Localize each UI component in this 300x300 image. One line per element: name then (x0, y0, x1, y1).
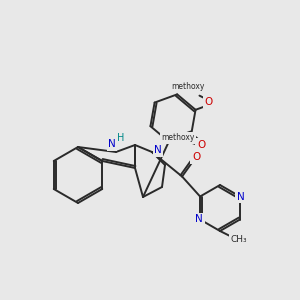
Text: O: O (204, 97, 213, 106)
Text: O: O (197, 140, 205, 150)
Text: N: N (237, 191, 245, 202)
Text: N: N (108, 139, 116, 149)
Text: CH₃: CH₃ (231, 236, 247, 244)
Text: O: O (192, 152, 200, 163)
Text: methoxy: methoxy (171, 82, 204, 91)
Text: N: N (195, 214, 203, 224)
Text: methoxy: methoxy (161, 134, 195, 142)
Text: H: H (117, 133, 125, 143)
Text: N: N (154, 145, 162, 155)
